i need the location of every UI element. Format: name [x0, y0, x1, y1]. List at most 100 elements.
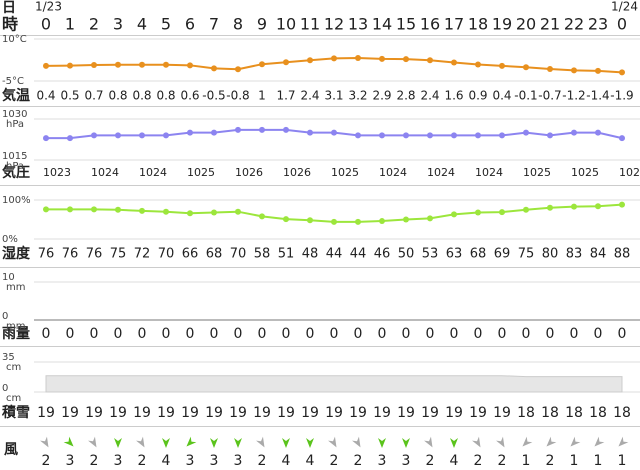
wind-speed: 3	[66, 453, 75, 469]
value-label: 1023	[619, 166, 640, 179]
wind-arrow	[234, 438, 242, 448]
y-tick-unit: cm	[6, 393, 21, 404]
row-label: 気温	[2, 87, 30, 104]
value-label: 0	[378, 326, 387, 342]
wind-speed: 3	[378, 453, 387, 469]
arrow-shape	[522, 436, 533, 447]
value-label: 76	[38, 247, 55, 262]
value-label: 0	[474, 326, 483, 342]
point	[595, 203, 601, 210]
wind-arrow	[88, 436, 97, 448]
value-label: 18	[613, 405, 631, 421]
point	[283, 216, 289, 223]
value-label: 19	[349, 405, 367, 421]
arrow-shape	[306, 438, 314, 448]
separators	[0, 35, 640, 427]
arrow-shape	[618, 436, 629, 447]
value-label: 58	[254, 247, 271, 262]
arrow-shape	[234, 438, 242, 448]
y-tick-label: 0%	[2, 234, 18, 245]
row-label: 時	[2, 15, 18, 34]
point	[187, 62, 193, 69]
point	[379, 132, 385, 139]
value-label: 0	[618, 326, 627, 342]
value-label: -0.1	[514, 89, 537, 103]
wind-arrow	[63, 436, 74, 447]
y-tick-label: 0	[2, 383, 8, 394]
point	[307, 217, 313, 224]
value-label: 1.7	[276, 89, 295, 103]
hour-label: 13	[348, 15, 368, 34]
y-tick-label: 0	[2, 311, 8, 322]
value-label: 0	[546, 326, 555, 342]
value-label: -1.4	[586, 89, 609, 103]
value-label: -0.8	[226, 89, 249, 103]
point	[43, 206, 49, 213]
point	[547, 132, 553, 139]
point	[307, 129, 313, 136]
wind-speed: 2	[90, 453, 99, 469]
value-label: 0	[138, 326, 147, 342]
value-label: 0	[234, 326, 243, 342]
value-label: 19	[133, 405, 151, 421]
point	[451, 59, 457, 66]
row-label: 風	[4, 442, 18, 458]
point	[571, 203, 577, 210]
wind-arrow	[472, 436, 481, 448]
value-label: 19	[277, 405, 295, 421]
value-label: 19	[325, 405, 343, 421]
value-label: 1024	[139, 166, 167, 179]
value-label: 1024	[427, 166, 455, 179]
y-tick-unit: mm	[6, 282, 25, 293]
point	[235, 66, 241, 73]
point	[451, 211, 457, 218]
point	[499, 209, 505, 216]
value-label: 0	[522, 326, 531, 342]
hour-label: 0	[41, 15, 51, 34]
point	[235, 208, 241, 215]
wind-arrow	[570, 436, 581, 447]
wind-speed: 2	[354, 453, 363, 469]
arrow-shape	[162, 438, 170, 448]
value-label: 1026	[235, 166, 263, 179]
value-label: 18	[517, 405, 535, 421]
wind-arrow	[594, 436, 605, 447]
point	[91, 132, 97, 139]
point	[379, 55, 385, 62]
arrow-shape	[450, 438, 458, 448]
hour-label: 11	[300, 15, 320, 34]
value-label: 19	[181, 405, 199, 421]
value-label: 19	[229, 405, 247, 421]
value-label: 66	[182, 247, 199, 262]
value-label: 75	[110, 247, 127, 262]
value-label: 19	[157, 405, 175, 421]
point	[43, 135, 49, 142]
value-label: 1.6	[444, 89, 463, 103]
value-label: 0.6	[180, 89, 199, 103]
wind-arrow	[186, 436, 197, 447]
wind-speed: 2	[42, 453, 51, 469]
wind-arrow	[162, 438, 170, 448]
value-label: 1025	[571, 166, 599, 179]
value-label: 19	[253, 405, 271, 421]
value-label: 1025	[187, 166, 215, 179]
value-label: 19	[61, 405, 79, 421]
arrow-shape	[570, 436, 581, 447]
row-label: 日	[2, 0, 16, 16]
arrow-shape	[256, 436, 265, 448]
value-label: 1024	[475, 166, 503, 179]
hour-label: 3	[113, 15, 123, 34]
row-label: 積雪	[1, 404, 30, 421]
wind-speed: 3	[114, 453, 123, 469]
value-label: 1025	[523, 166, 551, 179]
arrow-shape	[136, 436, 145, 448]
value-label: 1023	[43, 166, 71, 179]
arrow-shape	[88, 436, 97, 448]
hour-label: 23	[588, 15, 608, 34]
value-label: 19	[37, 405, 55, 421]
hour-label: 0	[617, 15, 627, 34]
value-label: 0	[354, 326, 363, 342]
wind-speed: 2	[258, 453, 267, 469]
value-label: 68	[206, 247, 223, 262]
